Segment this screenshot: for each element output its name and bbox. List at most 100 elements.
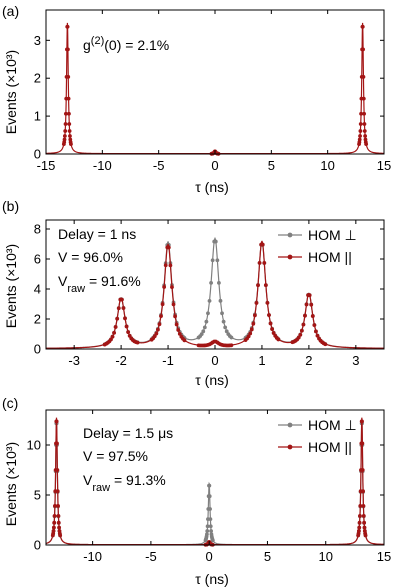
panel-a-xtick-label: 5 [268, 158, 275, 173]
panel-a-series-0-point [65, 24, 70, 29]
panel-c-legend-label: HOM ⊥ [308, 417, 357, 433]
panel-c-series-0-point [208, 517, 213, 522]
panel-a-xtick-label: -5 [153, 158, 165, 173]
panel-a-xtick-label: -10 [93, 158, 112, 173]
panel-b-series-0-point [223, 325, 228, 330]
panel-a-series-0-point [63, 129, 68, 133]
panel-a-ytick-label: 3 [34, 33, 41, 48]
panel-c-series-1-point [356, 529, 361, 533]
panel-a-series-0-point [360, 24, 365, 29]
panel-b-series-1-point [251, 321, 256, 326]
panel-c-series-1-point [362, 525, 367, 530]
panel-b-series-1-point [263, 283, 268, 288]
panel-b-series-1-point [171, 302, 176, 307]
panel-b: (b) Events (×10³) τ (ns) Delay = 1 ns V … [2, 198, 385, 388]
panel-c-series-1-point [56, 513, 61, 518]
panel-a-xtick-label: -15 [37, 158, 56, 173]
panel-a-annotation-g2: g(2)(0) = 2.1% [83, 35, 169, 53]
panel-b-ylabel: Events (×10³) [3, 244, 19, 328]
panel-b-series-1-point [254, 301, 259, 305]
panel-c-series-1-point [55, 441, 59, 446]
panel-b-series-1-point [173, 314, 178, 319]
panel-a-series-0-point [67, 129, 72, 133]
panel-b-xtick-label: 0 [211, 353, 218, 368]
panel-b-annotation-vraw: Vraw = 91.6% [58, 273, 141, 295]
panel-a-series-0-point [62, 137, 67, 142]
panel-c-series-0-point [208, 507, 212, 511]
panel-b-series-0-point [210, 258, 215, 263]
panel-a-series-0-point [357, 137, 362, 142]
panel-a-axes-frame [45, 9, 385, 155]
panel-a-tag: (a) [2, 3, 19, 19]
panel-a-ytick-label: 2 [34, 71, 41, 86]
panel-b-series-1-point [253, 313, 257, 318]
panel-a: (a) Events (×10³) τ (ns) g(2)(0) = 2.1% … [2, 3, 391, 195]
panel-b-series-1-point [299, 328, 304, 333]
panel-a-series-0-point [362, 129, 367, 133]
panel-c-series-1-point [57, 525, 62, 530]
panel-b-series-1-point [304, 302, 309, 307]
panel-c-ytick-label: 0 [34, 538, 41, 553]
panel-a-series-0-point [358, 122, 363, 126]
panel-c-series-0-point [207, 494, 212, 499]
panel-c-xtick-label: 5 [264, 549, 271, 564]
panel-c-series-1-point [358, 504, 363, 508]
panel-b-series-1-point [298, 332, 303, 337]
panel-b-series-1-point [268, 321, 273, 326]
panel-b-xtick-label: -2 [115, 353, 127, 368]
panel-b-xlabel: τ (ns) [195, 372, 229, 388]
panel-c-plot: -10 -5 0 5 10 15 0 5 10 [27, 409, 391, 564]
panel-b-series-1-point [123, 316, 127, 321]
panel-b-series-1-point [124, 324, 129, 329]
panel-b-series-0-point [229, 335, 234, 340]
panel-b-legend-marker [287, 254, 293, 260]
panel-b-xtick-label: 3 [352, 353, 359, 368]
panel-c-ytick-label: 10 [27, 438, 41, 453]
panel-a-series-0-point [66, 96, 71, 101]
panel-c-series-0-point [205, 529, 210, 533]
panel-b-series-0-point [213, 239, 218, 244]
panel-c-series-1-point [357, 525, 362, 530]
panel-b-ytick-label: 8 [34, 222, 41, 237]
panel-b-tag: (b) [2, 198, 19, 214]
panel-a-xtick-label: 10 [320, 158, 334, 173]
panel-b-series-1-point [157, 322, 162, 327]
panel-a-series-0-point [361, 96, 366, 101]
panel-a-series-0-point [69, 142, 73, 147]
panel-b-ytick-label: 2 [34, 312, 41, 327]
panel-b-series-1-point [135, 340, 140, 345]
panel-c-series-1-point [53, 504, 57, 508]
panel-a-series-0-point [359, 111, 363, 116]
panel-c-ytick-label: 5 [34, 488, 41, 503]
panel-b-legend-label: HOM || [308, 249, 352, 265]
panel-b-series-1-point [270, 327, 275, 332]
panel-b-series-1-point [301, 322, 306, 327]
panel-c-series-1-point [51, 529, 56, 533]
panel-a-series-0-point [67, 111, 71, 116]
panel-b-series-1-point [119, 297, 124, 302]
panel-b-series-1-point [166, 245, 171, 250]
panel-c-series-1-point [52, 513, 57, 518]
panel-c-xlabel: τ (ns) [195, 571, 229, 587]
panel-c-series-1-point [51, 525, 56, 530]
panel-c-series-1-point [360, 441, 365, 446]
panel-b-series-0-point [199, 332, 204, 337]
panel-b-series-1-point [155, 327, 160, 332]
panel-c-series-1-point [362, 520, 367, 525]
panel-c-series-1-point [360, 419, 364, 424]
panel-c-legend-marker [287, 422, 293, 428]
panel-b-series-1-point [162, 285, 167, 289]
panel-c-tag: (c) [2, 395, 18, 411]
panel-b-series-1 [46, 240, 384, 349]
panel-b-series-1-point [249, 327, 254, 332]
panel-b-series-1-point [257, 261, 262, 265]
panel-c-series-1-point [361, 504, 366, 508]
panel-c-xtick-label: 0 [206, 549, 213, 564]
panel-b-xtick-label: 1 [258, 353, 265, 368]
panel-c-series-1-point [54, 419, 59, 424]
panel-c-axes-frame [45, 409, 385, 546]
panel-c-legend: HOM ⊥ HOM || [278, 417, 357, 455]
panel-b-series-1-point [307, 293, 312, 298]
panel-c-series-0-point [205, 524, 210, 529]
panel-b-series-1-point [154, 331, 159, 336]
